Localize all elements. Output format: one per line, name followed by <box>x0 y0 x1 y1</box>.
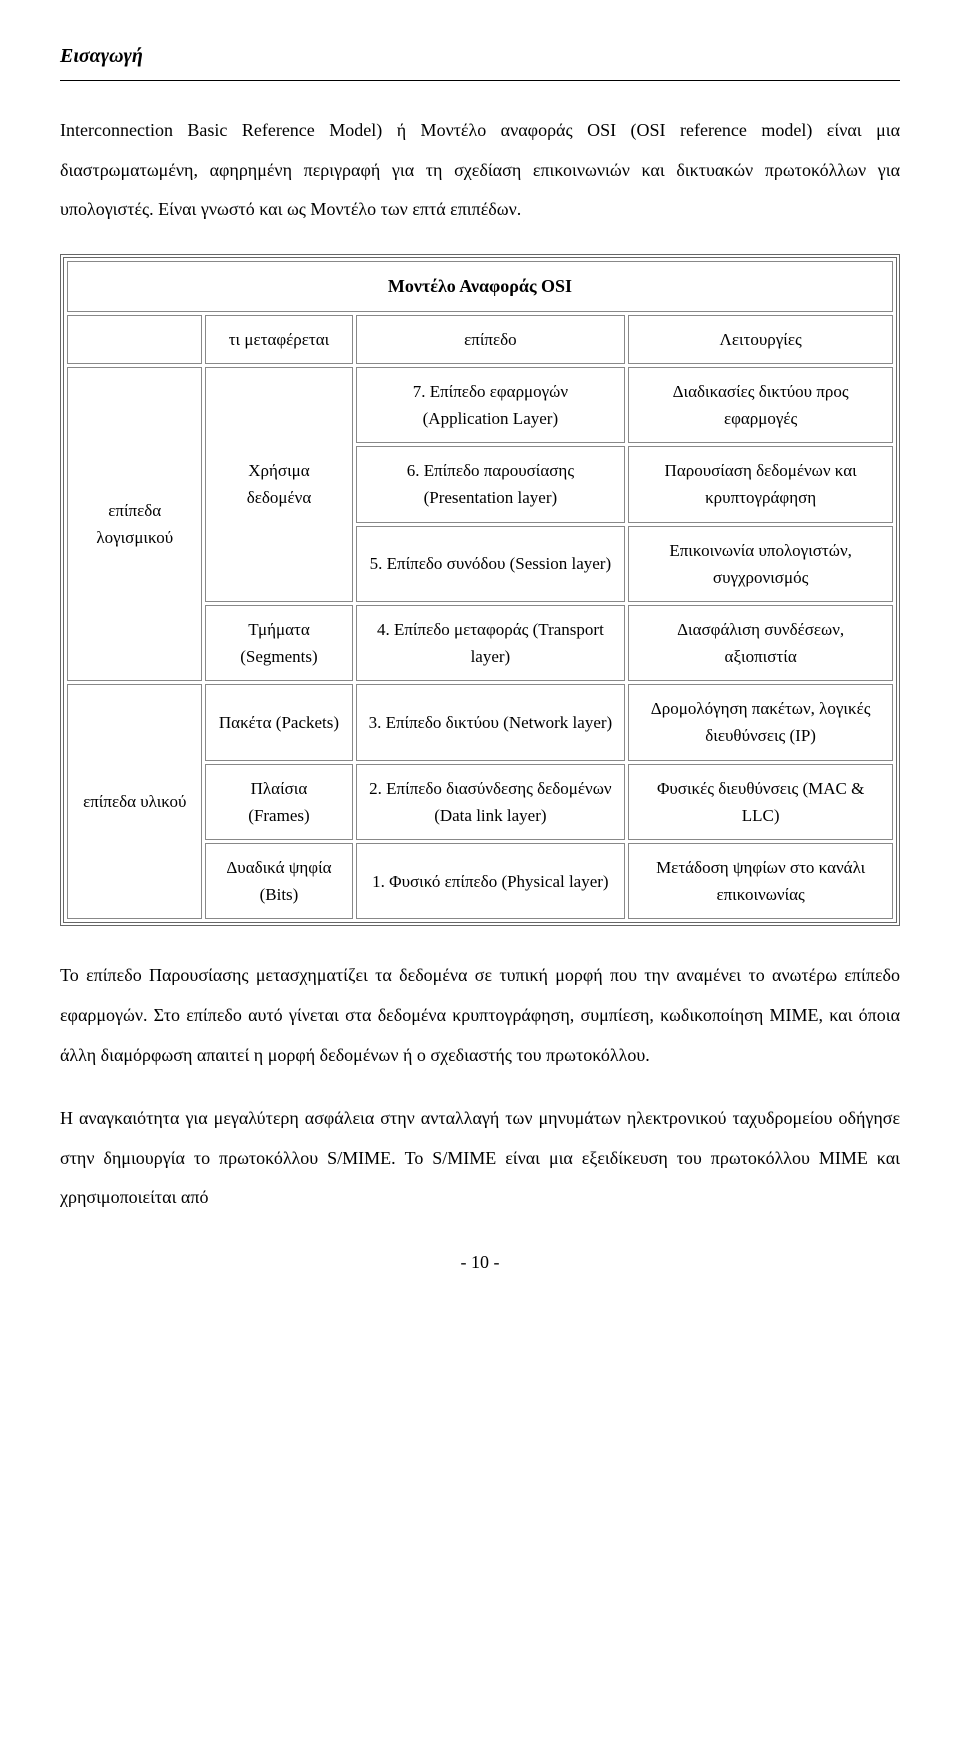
intro-paragraph: Interconnection Basic Reference Model) ή… <box>60 111 900 230</box>
function-3: Δρομολόγηση πακέτων, λογικές διευθύνσεις… <box>628 684 893 760</box>
transferred-bits: Δυαδικά ψηφία (Bits) <box>205 843 352 919</box>
table-header-functions: Λειτουργίες <box>628 315 893 364</box>
group-cell-software: επίπεδα λογισμικού <box>67 367 202 682</box>
header-divider <box>60 80 900 81</box>
table-header-empty <box>67 315 202 364</box>
group-cell-hardware: επίπεδα υλικού <box>67 684 202 919</box>
transferred-segments: Τμήματα (Segments) <box>205 605 352 681</box>
table-title-row: Μοντέλο Αναφοράς OSI <box>67 261 893 312</box>
table-header-layer: επίπεδο <box>356 315 626 364</box>
function-4: Διασφάλιση συνδέσεων, αξιοπιστία <box>628 605 893 681</box>
layer-6: 6. Επίπεδο παρουσίασης (Presentation lay… <box>356 446 626 522</box>
layer-1: 1. Φυσικό επίπεδο (Physical layer) <box>356 843 626 919</box>
osi-reference-table: Μοντέλο Αναφοράς OSI τι μεταφέρεται επίπ… <box>60 254 900 927</box>
function-2: Φυσικές διευθύνσεις (MAC & LLC) <box>628 764 893 840</box>
transferred-packets: Πακέτα (Packets) <box>205 684 352 760</box>
table-header-transferred: τι μεταφέρεται <box>205 315 352 364</box>
section-title: Εισαγωγή <box>60 40 900 72</box>
page-number: - 10 - <box>461 1252 500 1272</box>
layer-2: 2. Επίπεδο διασύνδεσης δεδομένων (Data l… <box>356 764 626 840</box>
function-5: Επικοινωνία υπολογιστών, συγχρονισμός <box>628 526 893 602</box>
transferred-frames: Πλαίσια (Frames) <box>205 764 352 840</box>
function-7: Διαδικασίες δικτύου προς εφαρμογές <box>628 367 893 443</box>
page-header: Εισαγωγή <box>60 40 900 81</box>
table-row: επίπεδα υλικού Πακέτα (Packets) 3. Επίπε… <box>67 684 893 760</box>
layer-3: 3. Επίπεδο δικτύου (Network layer) <box>356 684 626 760</box>
paragraph-3: Η αναγκαιότητα για μεγαλύτερη ασφάλεια σ… <box>60 1099 900 1218</box>
layer-5: 5. Επίπεδο συνόδου (Session layer) <box>356 526 626 602</box>
page-footer: - 10 - <box>60 1248 900 1277</box>
transferred-useful-data: Χρήσιμα δεδομένα <box>205 367 352 602</box>
layer-4: 4. Επίπεδο μεταφοράς (Transport layer) <box>356 605 626 681</box>
layer-7: 7. Επίπεδο εφαρμογών (Application Layer) <box>356 367 626 443</box>
table-header-row: τι μεταφέρεται επίπεδο Λειτουργίες <box>67 315 893 364</box>
table-row: επίπεδα λογισμικού Χρήσιμα δεδομένα 7. Ε… <box>67 367 893 443</box>
function-6: Παρουσίαση δεδομένων και κρυπτογράφηση <box>628 446 893 522</box>
paragraph-2: Το επίπεδο Παρουσίασης μετασχηματίζει τα… <box>60 956 900 1075</box>
table-title: Μοντέλο Αναφοράς OSI <box>67 261 893 312</box>
function-1: Μετάδοση ψηφίων στο κανάλι επικοινωνίας <box>628 843 893 919</box>
